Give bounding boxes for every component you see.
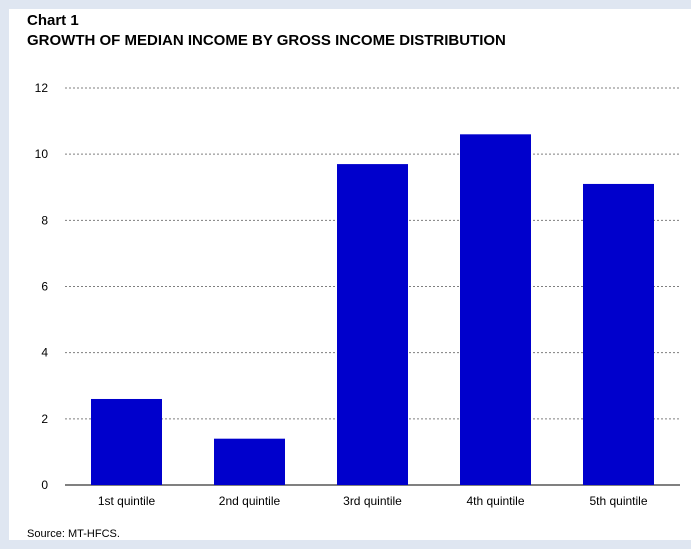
source-note: Source: MT-HFCS.	[27, 528, 120, 540]
y-tick-label: 0	[41, 478, 48, 492]
x-tick-label: 4th quintile	[466, 494, 524, 508]
y-tick-label: 8	[41, 213, 48, 227]
y-tick-label: 6	[41, 280, 48, 294]
x-tick-label: 1st quintile	[98, 494, 156, 508]
x-tick-label: 3rd quintile	[343, 494, 402, 508]
x-tick-label: 5th quintile	[589, 494, 647, 508]
y-tick-label: 2	[41, 412, 48, 426]
y-tick-label: 12	[35, 81, 49, 95]
bar-3	[337, 164, 408, 485]
y-tick-label: 10	[35, 147, 49, 161]
chart-number: Chart 1	[27, 12, 79, 29]
bar-5	[583, 183, 654, 486]
bar-2	[214, 438, 285, 485]
chart-title: GROWTH OF MEDIAN INCOME BY GROSS INCOME …	[27, 32, 506, 49]
bar-1	[91, 398, 162, 485]
bar-4	[460, 134, 531, 486]
y-tick-label: 4	[41, 346, 48, 360]
x-tick-label: 2nd quintile	[219, 494, 281, 508]
